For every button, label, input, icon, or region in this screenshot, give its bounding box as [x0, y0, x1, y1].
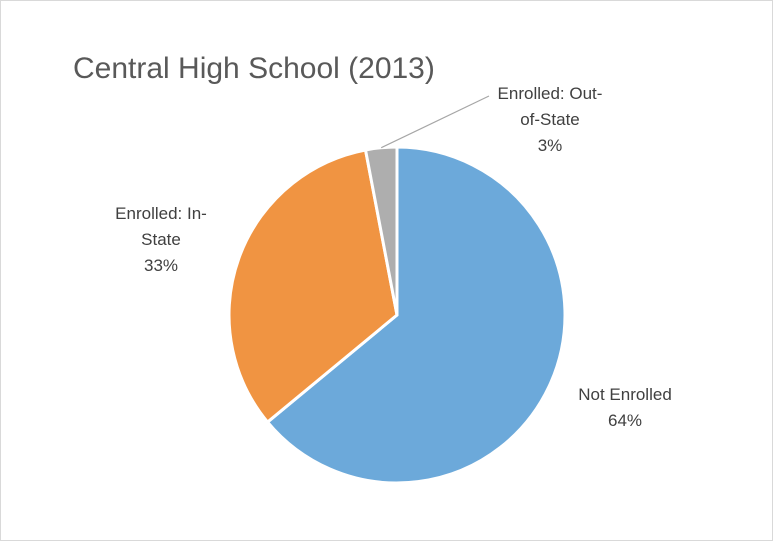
- slice-label-not-enrolled: Not Enrolled 64%: [578, 385, 672, 430]
- slice-label-line: Not Enrolled: [578, 385, 672, 404]
- leader-line-out-of-state: [380, 95, 490, 149]
- slice-label-line: 3%: [538, 136, 563, 155]
- pie-slice-not-enrolled: [266, 145, 567, 485]
- slice-label-line: of-State: [520, 110, 580, 129]
- slice-label-enrolled-in-state: Enrolled: In- State 33%: [115, 204, 207, 275]
- slice-label-line: Enrolled: Out-: [498, 84, 603, 103]
- slice-label-line: 64%: [608, 411, 642, 430]
- slice-label-enrolled-out-of-state: Enrolled: Out-of-State 3%: [498, 84, 603, 155]
- pie-slices: [227, 145, 567, 485]
- slice-labels: Not Enrolled 64%Enrolled: In-State 33%Enro…: [115, 84, 672, 430]
- chart-title: Central High School (2013): [73, 52, 435, 85]
- pie-slice-enrolled-out-of-state: [364, 145, 399, 317]
- slice-label-line: Enrolled: In-: [115, 204, 207, 223]
- pie-slice-enrolled-in-state: [227, 148, 399, 424]
- slice-label-line: 33%: [144, 256, 178, 275]
- slice-label-line: State: [141, 230, 181, 249]
